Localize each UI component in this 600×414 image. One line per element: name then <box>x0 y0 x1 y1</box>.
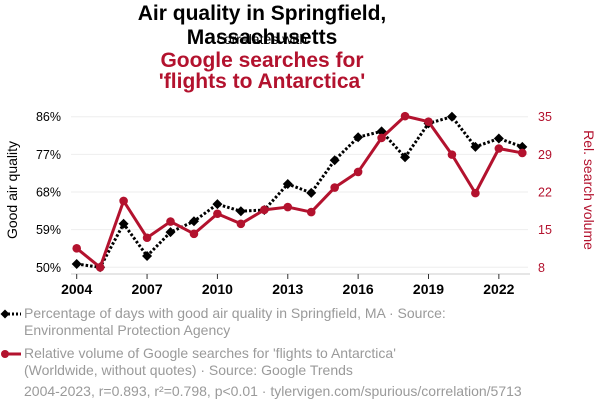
y-axis-left-label: Good air quality <box>4 141 20 239</box>
x-tick-label: 2004 <box>61 281 92 297</box>
series-line <box>75 114 523 269</box>
legend-text-line: Percentage of days with good air quality… <box>24 305 446 321</box>
chart-title-secondary: Google searches for 'flights to Antarcti… <box>158 49 366 93</box>
x-tick-label: 2013 <box>272 281 303 297</box>
data-point-circle <box>377 133 386 143</box>
data-point-circle <box>518 148 527 158</box>
y-right-tick-label: 35 <box>538 110 552 124</box>
data-point-diamond <box>517 141 528 152</box>
y-left-tick-label: 77% <box>36 148 61 162</box>
y-axis-right-ticks: 8 15 22 29 35 <box>538 110 552 275</box>
x-tick-label: 2016 <box>343 281 374 297</box>
y-left-tick-label: 50% <box>36 261 61 275</box>
data-point-diamond <box>235 206 246 217</box>
y-right-tick-label: 22 <box>538 186 552 200</box>
data-point-diamond <box>142 251 153 262</box>
x-tick-label: 2019 <box>413 281 444 297</box>
data-point-circle <box>236 219 246 229</box>
data-point-circle <box>424 117 433 127</box>
series-layer <box>71 111 528 273</box>
data-point-circle <box>189 229 199 239</box>
chart-footer-stats: 2004-2023, r=0.893, r²=0.798, p<0.01 · t… <box>24 383 522 399</box>
dotted-diamond-legend-icon <box>0 309 21 319</box>
data-point-diamond <box>118 218 129 229</box>
y-right-tick-label: 8 <box>538 261 545 275</box>
legend-text-line: Environmental Protection Agency <box>24 322 231 338</box>
series-line <box>76 115 523 269</box>
legend-text-line: (Worldwide, without quotes) · Source: Go… <box>24 362 353 378</box>
y-axis-right-label: Rel. search volume <box>581 130 597 250</box>
y-axis-left-ticks: 50% 59% 68% 77% 86% <box>36 110 61 275</box>
data-point-diamond <box>212 199 223 210</box>
y-left-tick-label: 68% <box>36 186 61 200</box>
data-point-diamond <box>329 155 340 166</box>
data-point-diamond <box>353 132 364 143</box>
data-point-diamond <box>400 152 411 163</box>
circle-line-legend-icon <box>1 350 21 358</box>
y-left-tick-label: 86% <box>36 110 61 124</box>
y-right-tick-label: 15 <box>538 223 552 237</box>
x-tick-label: 2022 <box>483 281 514 297</box>
data-point-circle <box>447 150 457 159</box>
x-tick-label: 2010 <box>202 281 233 297</box>
y-right-tick-label: 29 <box>538 148 552 162</box>
data-point-diamond <box>493 133 504 144</box>
data-point-circle <box>400 111 410 121</box>
data-point-diamond <box>165 227 176 238</box>
chart-plot: 2004 2007 2010 2013 2016 2019 2022 50% 59% 68% 77… <box>4 110 597 297</box>
data-point-diamond <box>282 179 293 190</box>
data-point-diamond <box>470 141 481 152</box>
data-point-circle <box>330 183 339 192</box>
data-point-circle <box>306 207 316 217</box>
data-point-diamond <box>71 258 82 269</box>
data-point-diamond <box>306 187 317 198</box>
data-point-circle <box>353 167 363 177</box>
legend-text-line: Relative volume of Google searches for '… <box>24 345 396 361</box>
x-axis-ticks: 2004 2007 2010 2013 2016 2019 2022 <box>61 274 515 297</box>
data-point-circle <box>471 188 480 198</box>
y-left-tick-label: 59% <box>36 223 61 237</box>
data-point-circle <box>95 263 105 272</box>
data-point-circle <box>283 202 293 212</box>
data-point-circle <box>142 233 152 243</box>
data-point-diamond <box>446 111 457 122</box>
data-point-circle <box>494 144 504 153</box>
x-tick-label: 2007 <box>131 281 162 297</box>
data-point-circle <box>213 209 222 219</box>
data-point-circle <box>72 244 81 253</box>
data-point-circle <box>119 196 128 206</box>
data-point-circle <box>166 217 175 226</box>
chart-subtitle: correlates with <box>216 31 308 47</box>
chart-title: Air quality in Springfield, Massachusett… <box>137 2 387 49</box>
series-2 <box>72 111 527 272</box>
data-point-circle <box>260 205 269 215</box>
data-point-diamond <box>188 216 199 227</box>
